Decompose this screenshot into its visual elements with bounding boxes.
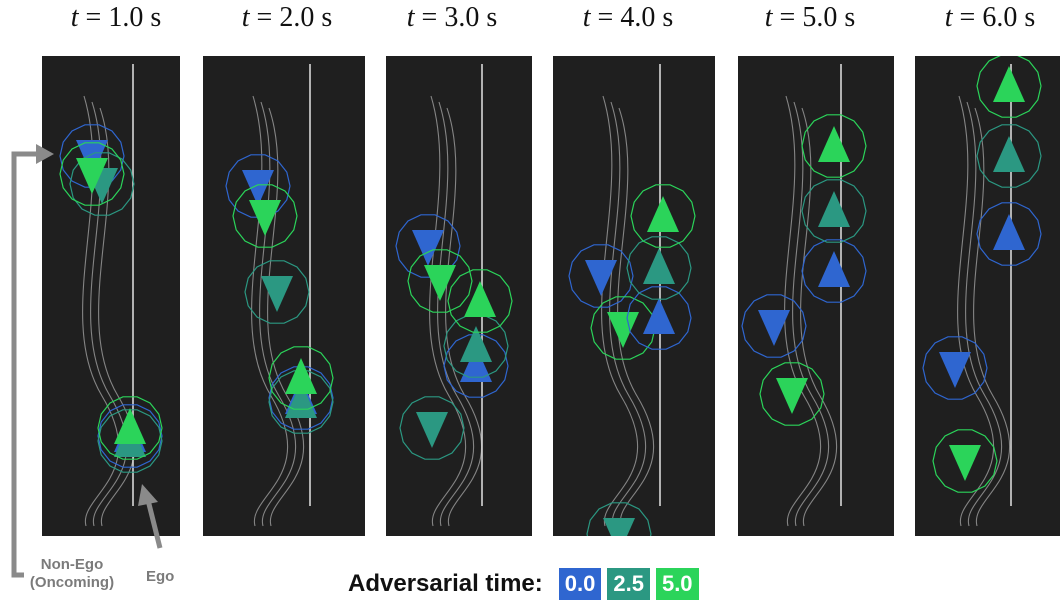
- legend-item-2: 5.0: [656, 568, 699, 600]
- ego-arrow-shaft: [148, 500, 160, 548]
- legend-item-0: 0.0: [559, 568, 602, 600]
- non-ego-bracket-arrow: [14, 154, 40, 575]
- ego-label: Ego: [146, 568, 174, 586]
- legend-title: Adversarial time:: [348, 570, 543, 598]
- legend-item-1: 2.5: [607, 568, 650, 600]
- ego-arrowhead: [138, 484, 158, 506]
- non-ego-arrowhead: [36, 144, 54, 164]
- legend: Adversarial time: 0.0 2.5 5.0: [348, 566, 699, 602]
- non-ego-label: Non-Ego (Oncoming): [22, 556, 122, 592]
